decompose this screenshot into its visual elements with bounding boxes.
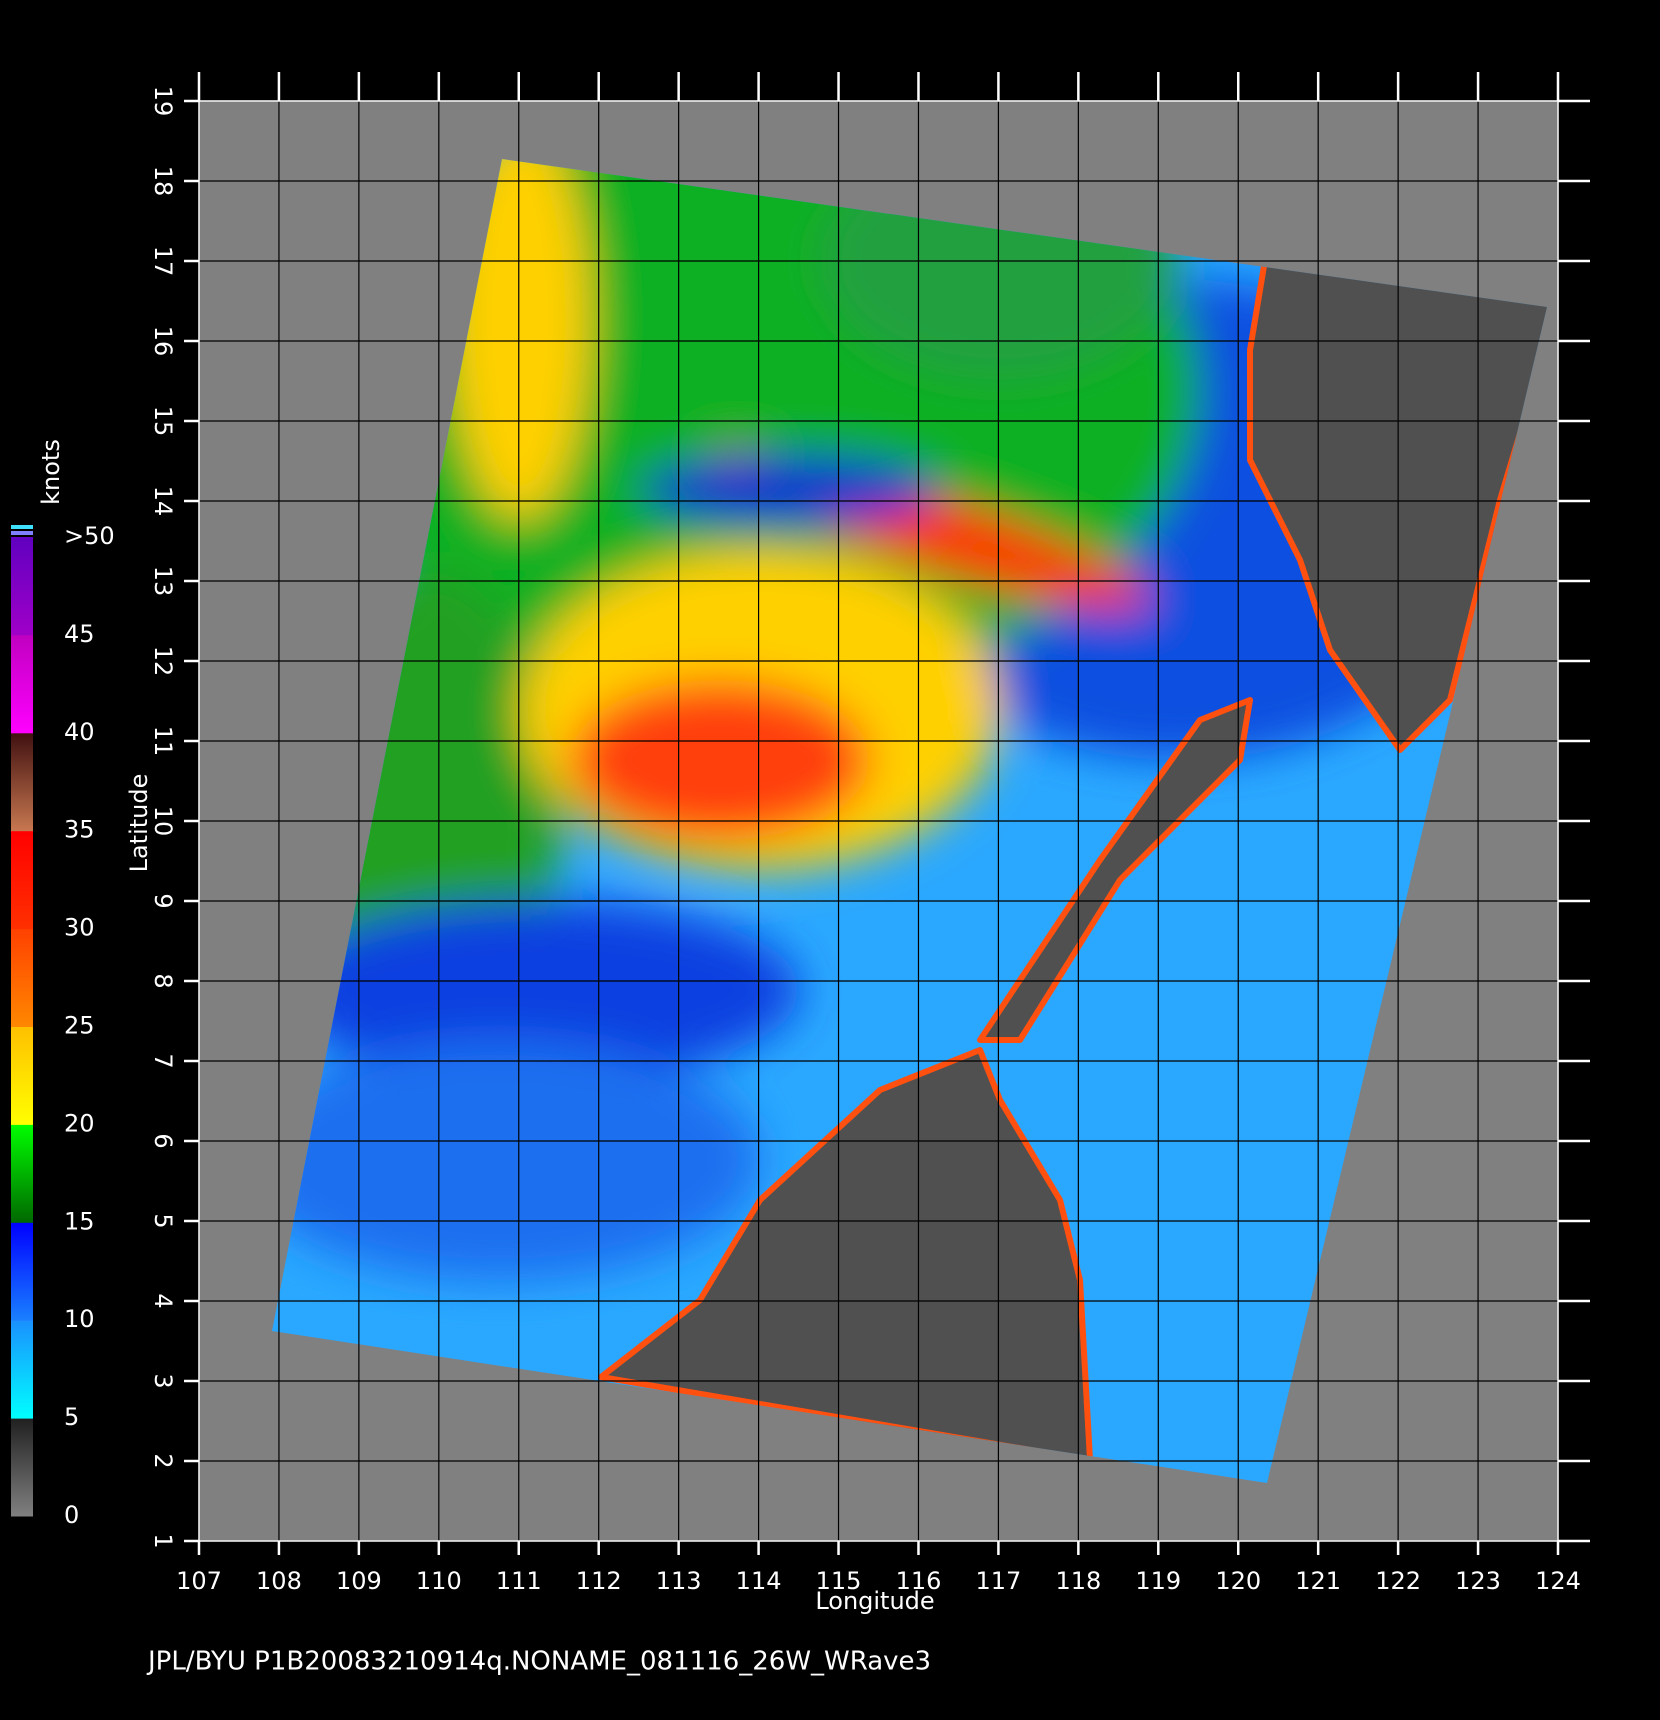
x-tick-label: 108 bbox=[256, 1567, 302, 1595]
colorbar-tick-label: 25 bbox=[64, 1012, 95, 1040]
x-tick-label: 115 bbox=[816, 1567, 862, 1595]
colorbar-band bbox=[11, 1124, 33, 1223]
x-tick-label: 110 bbox=[416, 1567, 462, 1595]
y-tick-label: 12 bbox=[149, 646, 177, 677]
x-tick-label: 111 bbox=[496, 1567, 542, 1595]
y-tick-label: 7 bbox=[149, 1053, 177, 1068]
y-tick-label: 3 bbox=[149, 1373, 177, 1388]
field-blob bbox=[570, 680, 870, 840]
palawan bbox=[977, 697, 1253, 1043]
colorbar-band bbox=[11, 830, 33, 930]
x-tick-label: 107 bbox=[176, 1567, 222, 1595]
x-tick-label: 113 bbox=[656, 1567, 702, 1595]
colorbar-tick-label: >50 bbox=[64, 522, 115, 550]
y-tick-label: 4 bbox=[149, 1293, 177, 1308]
y-tick-label: 14 bbox=[149, 486, 177, 517]
plot-frame bbox=[198, 100, 1559, 1542]
x-tick-label: 112 bbox=[576, 1567, 622, 1595]
x-tick-label: 119 bbox=[1135, 1567, 1181, 1595]
colorbar-band bbox=[11, 1026, 33, 1125]
x-tick-label: 109 bbox=[336, 1567, 382, 1595]
colorbar-band bbox=[11, 537, 33, 636]
borneo bbox=[598, 1047, 1093, 1463]
y-tick-label: 10 bbox=[149, 806, 177, 837]
colorbar-tick-label: 0 bbox=[64, 1501, 79, 1529]
colorbar-band bbox=[11, 928, 33, 1027]
colorbar-cap bbox=[11, 531, 33, 535]
y-tick-label: 18 bbox=[149, 166, 177, 197]
x-tick-label: 114 bbox=[736, 1567, 782, 1595]
colorbar-band bbox=[11, 1222, 33, 1321]
y-tick-label: 11 bbox=[149, 726, 177, 757]
ticks: 107 108 109 110 111 112 113 114 115 116 117 118 119 1… bbox=[149, 72, 1590, 1595]
colorbar-tick-label: 40 bbox=[64, 718, 95, 746]
colorbar-tick-label: 30 bbox=[64, 914, 95, 942]
y-tick-label: 19 bbox=[149, 86, 177, 117]
x-axis-label: Longitude bbox=[815, 1587, 934, 1615]
field-blob bbox=[280, 900, 800, 1080]
y-axis-label: Latitude bbox=[125, 774, 153, 873]
field-blob bbox=[272, 1040, 760, 1280]
colorbar-tick-label: 20 bbox=[64, 1109, 95, 1137]
x-tick-label: 120 bbox=[1215, 1567, 1261, 1595]
colorbar: 0 5 10 15 20 25 30 35 40 45 >50 bbox=[11, 522, 115, 1529]
footer: JPL/BYU P1B20083210914q.NONAME_081116_26… bbox=[146, 1647, 931, 1677]
y-tick-label: 8 bbox=[149, 973, 177, 988]
colorbar-band bbox=[11, 732, 33, 832]
y-tick-label: 16 bbox=[149, 326, 177, 357]
y-tick-label: 13 bbox=[149, 566, 177, 597]
y-tick-label: 17 bbox=[149, 246, 177, 277]
colorbar-band bbox=[11, 1320, 33, 1419]
x-tick-label: 117 bbox=[976, 1567, 1022, 1595]
colorbar-cap bbox=[11, 525, 33, 529]
colorbar-band bbox=[11, 634, 33, 734]
field-blob bbox=[640, 455, 940, 525]
colorbar-title: knots bbox=[37, 439, 65, 505]
land bbox=[598, 257, 1547, 1463]
x-tick-label: 121 bbox=[1295, 1567, 1341, 1595]
y-tick-label: 9 bbox=[149, 893, 177, 908]
grid bbox=[199, 101, 1558, 1541]
colorbar-tick-label: 35 bbox=[64, 816, 95, 844]
x-tick-label: 123 bbox=[1455, 1567, 1501, 1595]
x-tick-label: 118 bbox=[1055, 1567, 1101, 1595]
x-tick-label: 122 bbox=[1375, 1567, 1421, 1595]
y-tick-label: 1 bbox=[149, 1533, 177, 1548]
y-tick-label: 15 bbox=[149, 406, 177, 437]
y-tick-label: 5 bbox=[149, 1213, 177, 1228]
colorbar-tick-label: 45 bbox=[64, 620, 95, 648]
colorbar-tick-label: 15 bbox=[64, 1207, 95, 1235]
y-tick-label: 6 bbox=[149, 1133, 177, 1148]
y-tick-label: 2 bbox=[149, 1453, 177, 1468]
x-tick-label: 124 bbox=[1535, 1567, 1581, 1595]
x-tick-label: 116 bbox=[896, 1567, 942, 1595]
colorbar-tick-label: 10 bbox=[64, 1305, 95, 1333]
colorbar-tick-label: 5 bbox=[64, 1403, 79, 1431]
colorbar-band bbox=[11, 1418, 33, 1517]
